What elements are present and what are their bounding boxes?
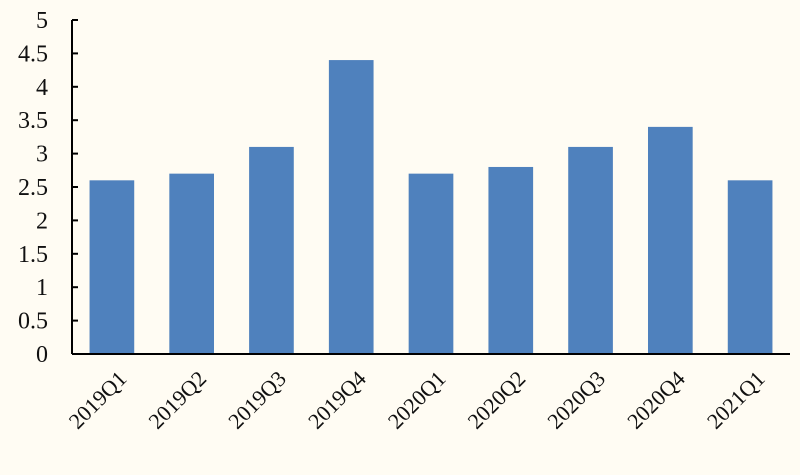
y-tick-label: 4.5 — [18, 41, 48, 67]
bar-2019Q4 — [328, 60, 374, 355]
y-axis-ticks: 0 0.5 1 1.5 2 2.5 3 3.5 4 4.5 5 — [18, 8, 78, 368]
x-tick-label: 2020Q4 — [622, 366, 690, 434]
y-tick-label: 0.5 — [18, 309, 48, 335]
y-tick-label: 2 — [36, 208, 48, 234]
y-tick-label: 0 — [36, 342, 48, 368]
x-tick-label: 2019Q4 — [303, 366, 371, 434]
bar-2020Q4 — [647, 126, 693, 354]
y-tick-label: 2.5 — [18, 175, 48, 201]
x-tick-label: 2020Q1 — [383, 366, 451, 434]
x-tick-label: 2021Q1 — [702, 366, 770, 434]
y-tick-label: 1.5 — [18, 242, 48, 268]
x-tick-label: 2020Q2 — [463, 366, 531, 434]
x-tick-label: 2019Q3 — [223, 366, 291, 434]
y-tick-label: 5 — [36, 8, 48, 34]
y-tick-label: 1 — [36, 275, 48, 301]
bar-2019Q1 — [89, 180, 135, 354]
x-tick-label: 2019Q2 — [143, 366, 211, 434]
bar-2019Q3 — [249, 146, 294, 354]
y-tick-label: 3.5 — [18, 108, 48, 134]
bar-2019Q2 — [169, 173, 215, 354]
bar-2020Q2 — [488, 166, 534, 354]
y-tick-label: 4 — [36, 75, 48, 101]
bar-2020Q1 — [408, 173, 454, 354]
bar-2021Q1 — [727, 180, 773, 354]
x-tick-label: 2020Q3 — [542, 366, 610, 434]
y-tick-label: 3 — [36, 142, 48, 168]
x-axis-ticks: 2019Q1 2019Q2 2019Q3 2019Q4 2020Q1 2020Q2 2020… — [64, 366, 770, 434]
bar-2020Q3 — [568, 146, 613, 354]
bars — [89, 60, 773, 355]
x-tick-label: 2019Q1 — [64, 366, 132, 434]
